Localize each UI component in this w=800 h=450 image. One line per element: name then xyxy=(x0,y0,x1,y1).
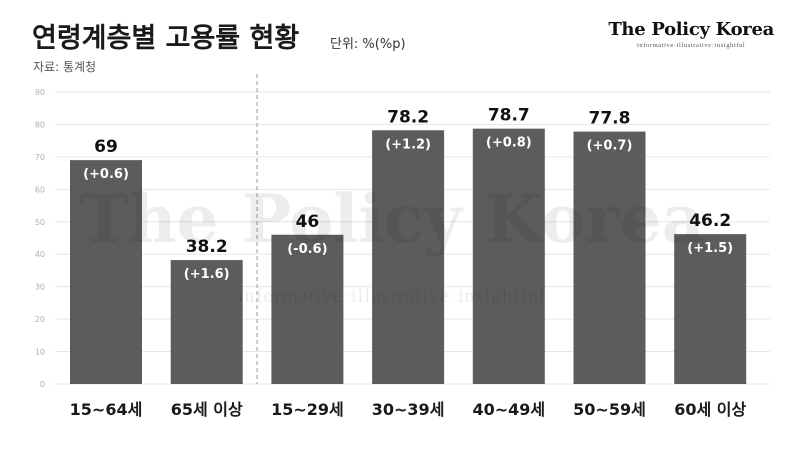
change-label: (+0.8) xyxy=(486,136,532,151)
y-tick-label: 50 xyxy=(35,218,45,227)
change-label: (-0.6) xyxy=(287,242,327,257)
bar xyxy=(472,128,545,384)
value-label: 78.2 xyxy=(387,107,429,127)
category-label: 50~59세 xyxy=(573,400,646,419)
y-tick-label: 10 xyxy=(35,348,45,357)
data-labels: 69 (+0.6) 38.2 (+1.6) 46 (-0.6) 78.2 (+1.2) 78.7… xyxy=(83,106,733,282)
category-label: 60세 이상 xyxy=(674,400,746,419)
y-axis-ticks: 0 10 20 30 40 50 60 70 80 90 xyxy=(35,88,45,389)
y-tick-label: 40 xyxy=(35,250,45,259)
x-axis-labels: 15~64세 65세 이상 15~29세 30~39세 40~49세 50~59세 60세 … xyxy=(70,400,747,419)
bar xyxy=(70,160,142,384)
brand-watermark: The Policy Korea informative·illustrativ… xyxy=(79,180,704,307)
source-label: 자료: 통계청 xyxy=(33,60,97,74)
change-label: (+1.2) xyxy=(385,137,431,152)
y-tick-label: 60 xyxy=(35,185,45,194)
value-label: 69 xyxy=(94,137,118,157)
change-label: (+0.6) xyxy=(83,167,129,182)
change-label: (+1.5) xyxy=(687,241,733,256)
chart-title: 연령계층별 고용률 현황 xyxy=(32,23,300,54)
brand-name: The Policy Korea xyxy=(608,19,774,40)
y-tick-label: 0 xyxy=(40,380,45,389)
value-label: 38.2 xyxy=(186,237,228,257)
bar xyxy=(271,234,344,384)
category-label: 40~49세 xyxy=(472,400,545,419)
category-label: 65세 이상 xyxy=(171,400,243,419)
category-label: 15~29세 xyxy=(271,400,344,419)
value-label: 78.7 xyxy=(488,106,530,126)
bar xyxy=(674,234,747,384)
y-tick-label: 20 xyxy=(35,315,45,324)
watermark-tagline: informative·illustrative·insightful xyxy=(238,286,546,307)
y-tick-label: 90 xyxy=(35,88,45,97)
bar xyxy=(170,260,243,384)
y-tick-label: 80 xyxy=(35,120,45,129)
change-label: (+1.6) xyxy=(184,267,230,282)
bar xyxy=(573,131,646,384)
bar xyxy=(372,130,445,384)
bar-series xyxy=(70,128,747,384)
unit-label: 단위: %(%p) xyxy=(330,37,406,52)
y-tick-label: 70 xyxy=(35,153,45,162)
category-label: 30~39세 xyxy=(372,400,445,419)
brand-logo: The Policy Korea informative·illustrativ… xyxy=(608,19,774,49)
category-label: 15~64세 xyxy=(70,400,143,419)
brand-tagline: informative·illustrative·insightful xyxy=(636,42,746,49)
watermark-name: The Policy Korea xyxy=(79,180,704,258)
value-label: 46 xyxy=(296,212,320,232)
change-label: (+0.7) xyxy=(587,139,633,154)
value-label: 77.8 xyxy=(589,109,631,129)
y-tick-label: 30 xyxy=(35,283,45,292)
value-label: 46.2 xyxy=(689,211,731,231)
